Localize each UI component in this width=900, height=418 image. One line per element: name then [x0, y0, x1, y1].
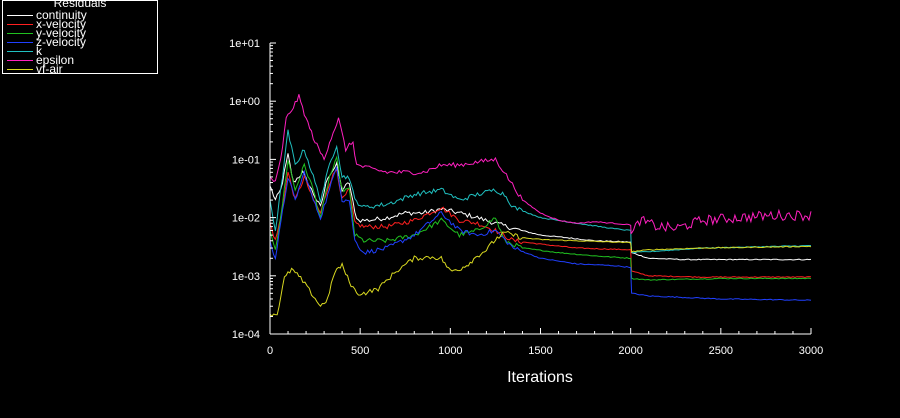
y-tick-label: 1e+00: [229, 96, 260, 108]
series-line-epsilon: [269, 94, 812, 235]
x-tick-label: 2000: [618, 345, 642, 357]
x-tick-label: 2500: [709, 345, 733, 357]
legend-swatch: [7, 24, 33, 25]
x-tick-label: 500: [351, 345, 369, 357]
x-tick-label: 1000: [438, 345, 462, 357]
legend-label: continuity: [36, 8, 87, 22]
series-layer: [269, 94, 812, 318]
y-tick-label: 1e-01: [232, 154, 260, 166]
legend-swatch: [7, 42, 33, 43]
legend-swatch: [7, 60, 33, 61]
y-tick-label: 1e-03: [232, 271, 260, 283]
axes-layer: 1e-04 1e-03 1e-02 1e-01 1e+00 1e+01 0 500 1000 15…: [229, 38, 823, 357]
legend-swatch: [7, 15, 33, 16]
y-tick-label: 1e-02: [232, 213, 260, 225]
legend-label: k: [36, 44, 42, 58]
x-tick-label: 1500: [528, 345, 552, 357]
series-line-continuity: [269, 153, 812, 261]
series-line-z-velocity: [269, 165, 812, 301]
legend-label: vf-air: [36, 62, 63, 76]
legend-swatch: [7, 33, 33, 34]
y-tick-label: 1e-04: [232, 329, 260, 341]
legend-label: z-velocity: [36, 35, 87, 49]
series-line-x-velocity: [269, 167, 812, 279]
x-axis-title: Iterations: [507, 369, 573, 386]
series-line-vf-air: [269, 230, 812, 318]
y-tick-label: 1e+01: [229, 38, 260, 50]
legend-swatch: [7, 69, 33, 70]
x-tick-label: 0: [267, 345, 273, 357]
x-tick-label: 3000: [799, 345, 823, 357]
legend: Residuals continuity x-velocity y-velocity…: [2, 0, 158, 76]
legend-label: y-velocity: [36, 26, 87, 40]
legend-label: x-velocity: [36, 17, 87, 31]
legend-label: epsilon: [36, 53, 75, 67]
legend-title: Residuals: [53, 0, 107, 10]
legend-swatch: [7, 51, 33, 52]
series-line-y-velocity: [269, 155, 812, 281]
